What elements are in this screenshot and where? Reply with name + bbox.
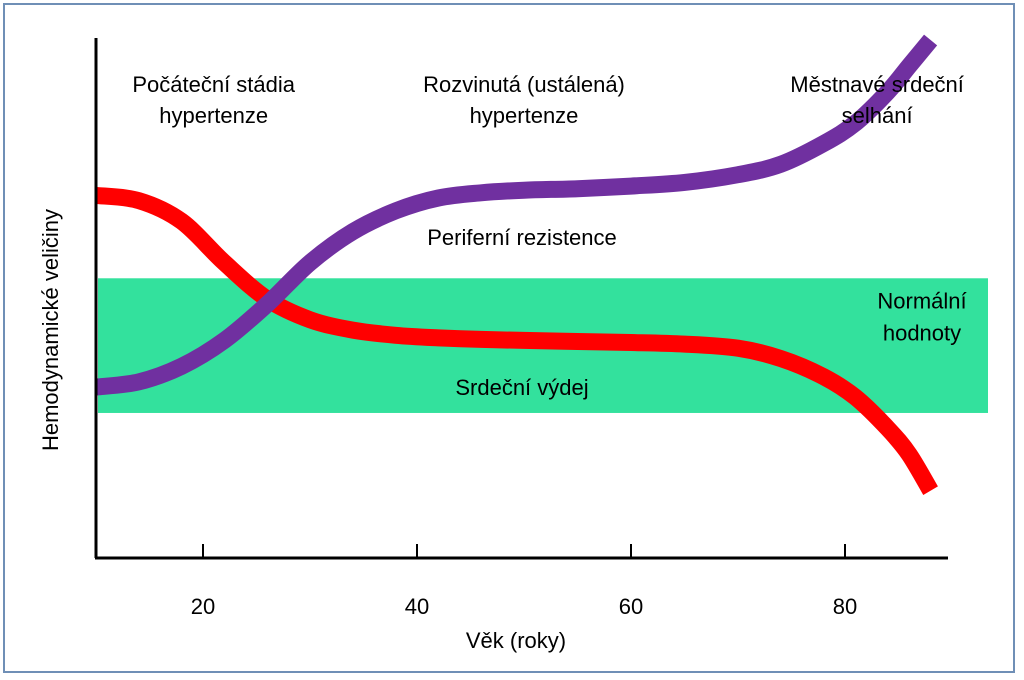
series-label-srdecni-vydej: Srdeční výdej (455, 375, 588, 400)
stage-label-3: Městnavé srdeční selhání (790, 72, 964, 128)
normal-range-label: Normální hodnoty (877, 288, 966, 345)
x-tick-label-80: 80 (833, 594, 857, 619)
x-tick-label-20: 20 (191, 594, 215, 619)
series-srdecni-vydej-line (94, 186, 938, 496)
x-axis-label: Věk (roky) (466, 628, 566, 653)
series-label-periferni-rezistence: Periferní rezistence (427, 225, 617, 250)
series-periferni-rezistence-line (94, 34, 938, 396)
y-axis-label: Hemodynamické veličiny (38, 209, 63, 451)
x-tick-label-40: 40 (405, 594, 429, 619)
x-tick-label-60: 60 (619, 594, 643, 619)
stage-label-1: Počáteční stádia hypertenze (132, 72, 295, 128)
stage-label-2: Rozvinutá (ustálená) hypertenze (423, 72, 625, 128)
